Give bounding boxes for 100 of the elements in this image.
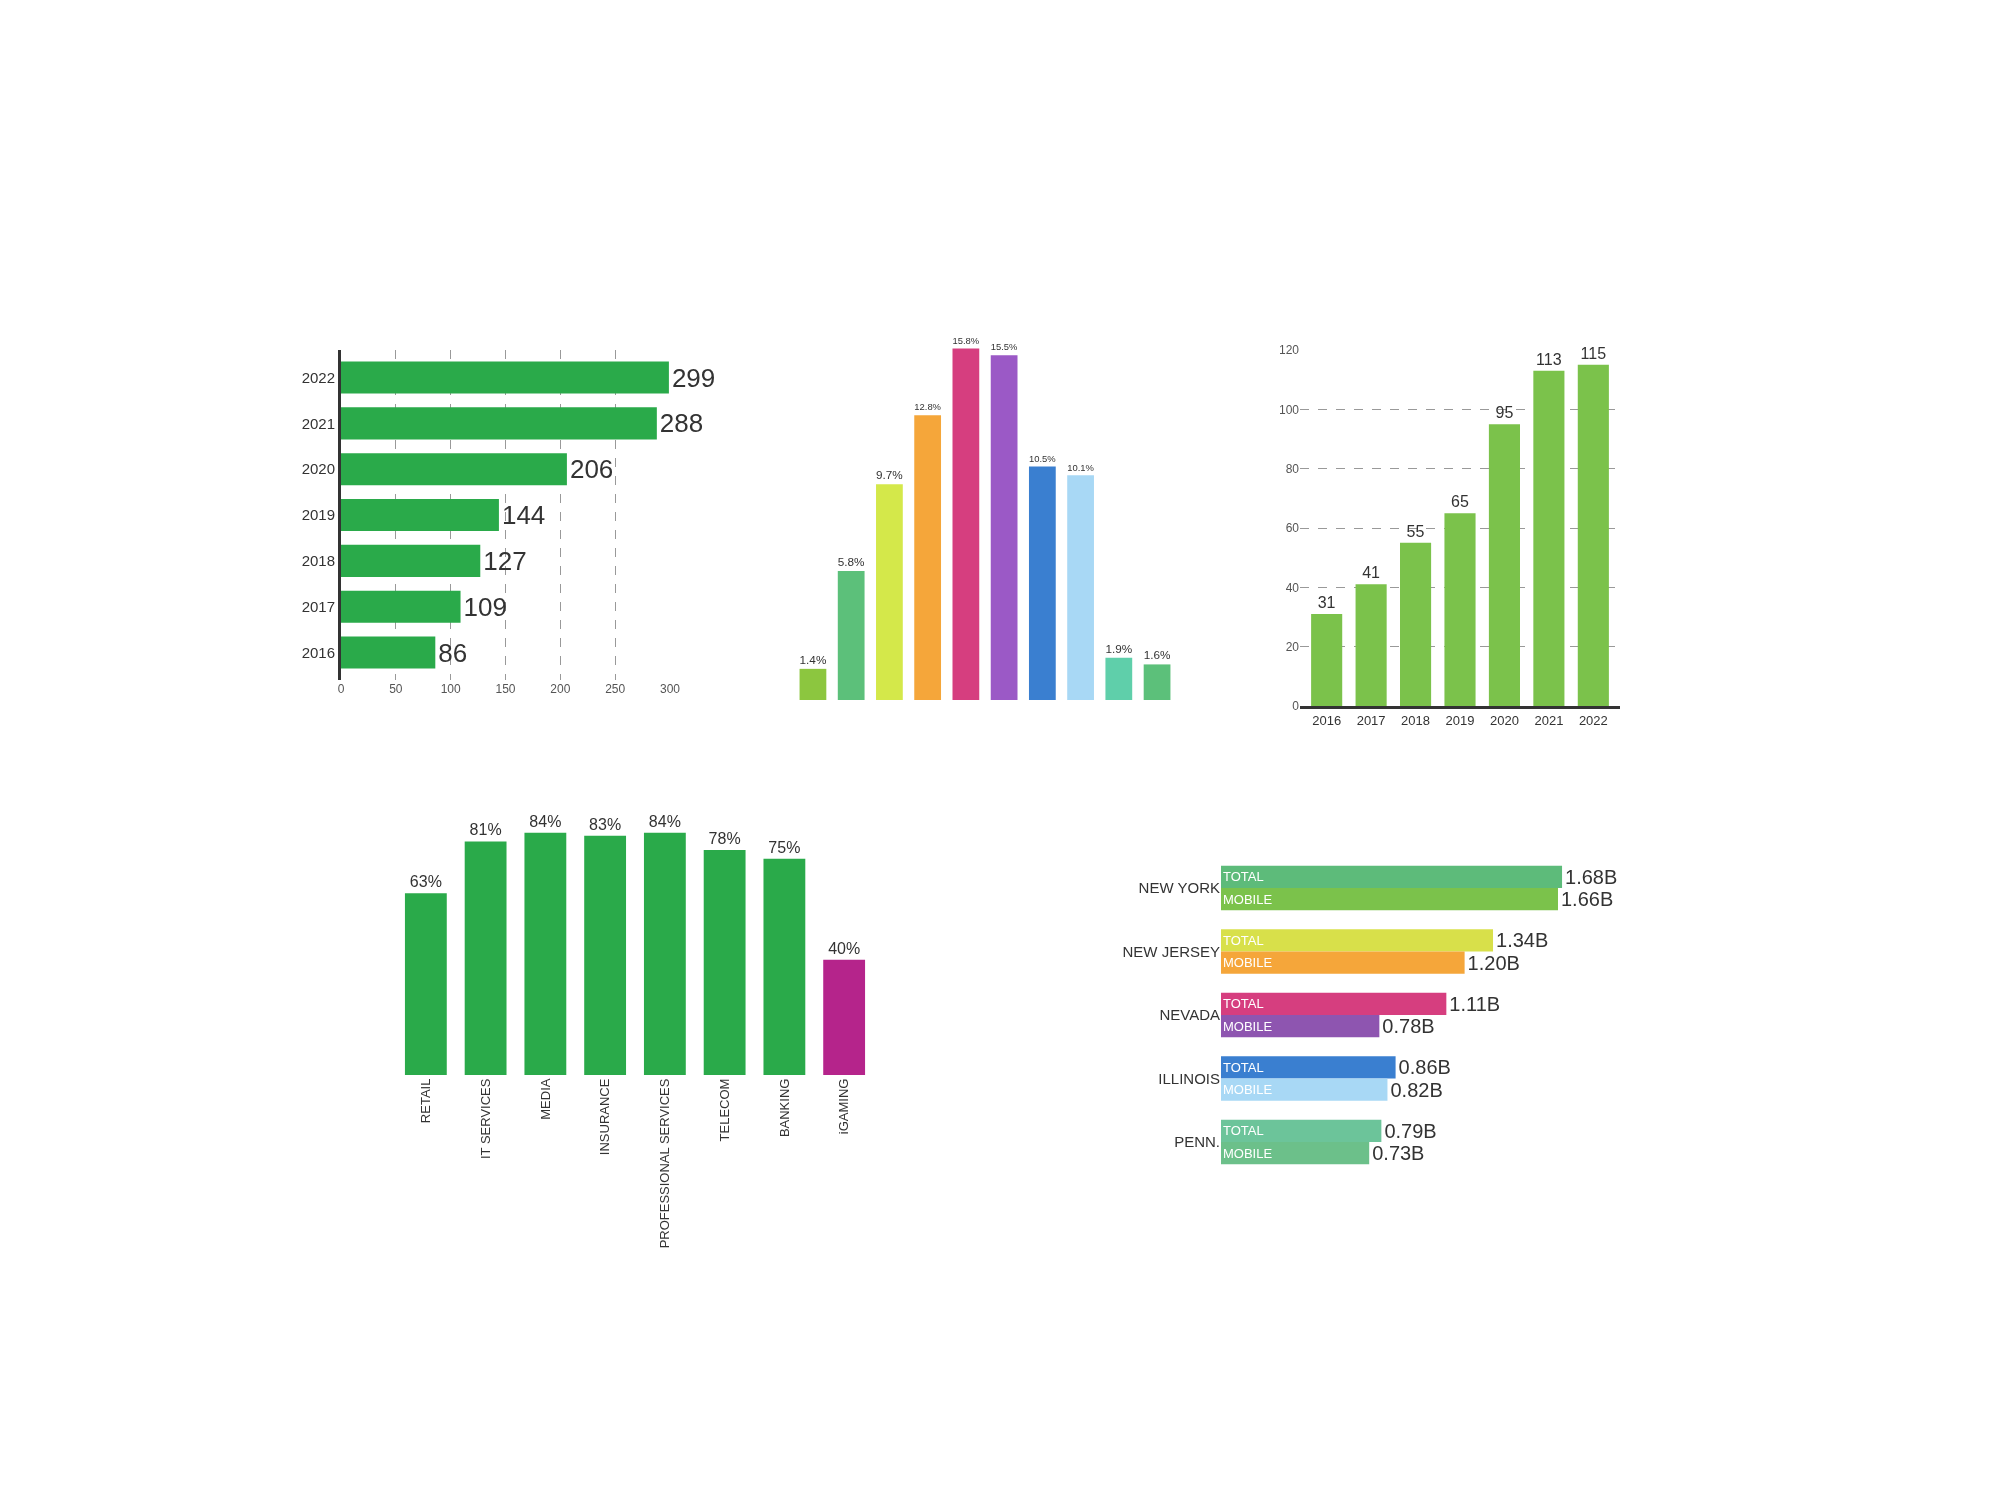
y-tick-label: 120 <box>1278 343 1300 358</box>
y-tick-label: 2019 <box>301 506 335 524</box>
x-tick-label: 300 <box>659 682 681 696</box>
bar <box>763 858 806 1075</box>
bar <box>464 841 507 1075</box>
bar <box>643 832 686 1075</box>
x-tick-label: 2017 <box>1356 712 1386 728</box>
bar <box>876 484 903 700</box>
bar <box>1221 1056 1396 1079</box>
text: MOBILE <box>1223 1146 1273 1161</box>
x-tick-label: IT SERVICES <box>477 1078 493 1160</box>
data-label: 0.79B <box>1384 1119 1437 1142</box>
bar <box>341 453 567 486</box>
bar <box>1221 865 1563 889</box>
x-tick-label: 50 <box>389 682 403 696</box>
bar <box>914 415 942 700</box>
x-tick-label: BANKING <box>776 1078 792 1138</box>
data-label: 0.73B <box>1372 1142 1425 1165</box>
bar <box>1067 475 1094 700</box>
bar <box>1355 584 1387 706</box>
text: MOBILE <box>1223 1019 1273 1034</box>
bar <box>1533 370 1565 706</box>
data-label: 1.20B <box>1467 951 1520 974</box>
data-label: 113 <box>1536 350 1562 368</box>
x-tick-label: 2021 <box>1534 712 1564 728</box>
data-label: 10.1% <box>1067 461 1095 473</box>
bar <box>1577 364 1609 706</box>
bar <box>341 361 669 394</box>
x-tick-label: TELECOM <box>716 1078 732 1142</box>
data-label: 1.6% <box>1143 648 1171 662</box>
x-tick-label: 200 <box>550 682 571 696</box>
bar <box>1444 513 1476 706</box>
bar <box>1221 1015 1380 1038</box>
x-tick-label: MEDIA <box>537 1078 553 1120</box>
data-label: 40% <box>828 939 861 957</box>
bar <box>341 590 461 623</box>
data-label: 95 <box>1495 404 1514 422</box>
data-label: 0.78B <box>1382 1015 1435 1038</box>
bar <box>1221 992 1447 1015</box>
x-tick-label: INSURANCE <box>597 1078 613 1156</box>
x-tick-label: 2019 <box>1445 712 1475 728</box>
y-tick-label: 60 <box>1285 521 1300 536</box>
bar <box>524 832 567 1075</box>
data-label: 84% <box>529 812 562 830</box>
data-label: 31 <box>1317 594 1336 612</box>
bar <box>1221 888 1558 911</box>
bar <box>952 348 980 700</box>
y-tick-label: NEVADA <box>1159 1006 1220 1024</box>
data-label: 41 <box>1362 564 1381 582</box>
data-label: 78% <box>708 830 741 848</box>
y-tick-label: 2021 <box>301 414 335 432</box>
y-tick-label: 2016 <box>301 643 335 661</box>
x-tick-label: RETAIL <box>418 1078 434 1124</box>
data-label: 12.8% <box>914 401 942 413</box>
y-tick-label: 2018 <box>301 552 335 570</box>
y-tick-label: 40 <box>1285 580 1300 595</box>
bar <box>1143 664 1171 700</box>
x-tick-label: PROFESSIONAL SERVICES <box>657 1078 673 1249</box>
bar <box>341 544 481 577</box>
data-label: 84% <box>648 812 681 830</box>
bar <box>1221 951 1465 974</box>
text: MOBILE <box>1223 1082 1273 1097</box>
bar <box>990 355 1018 700</box>
data-label: 115 <box>1580 344 1607 362</box>
bar <box>404 893 447 1075</box>
y-tick-label: 100 <box>1278 402 1300 417</box>
data-label: 1.11B <box>1449 992 1501 1015</box>
bar <box>1221 1119 1382 1142</box>
data-label: 1.34B <box>1496 929 1549 952</box>
text: TOTAL <box>1223 1123 1264 1138</box>
data-label: 1.68B <box>1565 865 1618 888</box>
bar <box>341 407 657 440</box>
bar <box>837 570 865 700</box>
data-label: 5.8% <box>837 554 866 568</box>
data-label: 1.4% <box>799 652 827 666</box>
data-label: 299 <box>671 362 716 393</box>
data-label: 15.8% <box>952 334 980 346</box>
data-label: 63% <box>409 873 442 891</box>
y-tick-label: ILLINOIS <box>1158 1069 1220 1087</box>
bar <box>341 498 499 532</box>
data-label: 109 <box>463 591 507 622</box>
text: MOBILE <box>1223 955 1273 970</box>
data-label: 10.5% <box>1029 452 1057 464</box>
bar <box>823 959 866 1075</box>
data-label: 75% <box>768 838 801 856</box>
y-tick-label: NEW JERSEY <box>1122 942 1220 960</box>
series-label: TOTAL <box>1223 869 1264 884</box>
data-label: 83% <box>589 815 622 833</box>
data-label: 144 <box>501 500 546 530</box>
x-tick-label: iGAMING <box>836 1078 852 1135</box>
bar <box>1105 657 1133 700</box>
y-tick-label: 2017 <box>301 597 335 615</box>
y-tick-label: 2020 <box>301 460 335 478</box>
data-label: 9.7% <box>876 468 904 482</box>
x-tick-label: 2022 <box>1578 712 1608 728</box>
x-tick-label: 0 <box>337 682 345 696</box>
data-label: 65 <box>1451 493 1469 511</box>
data-label: 127 <box>483 545 527 576</box>
data-label: 81% <box>469 821 502 839</box>
bar <box>1221 929 1494 952</box>
